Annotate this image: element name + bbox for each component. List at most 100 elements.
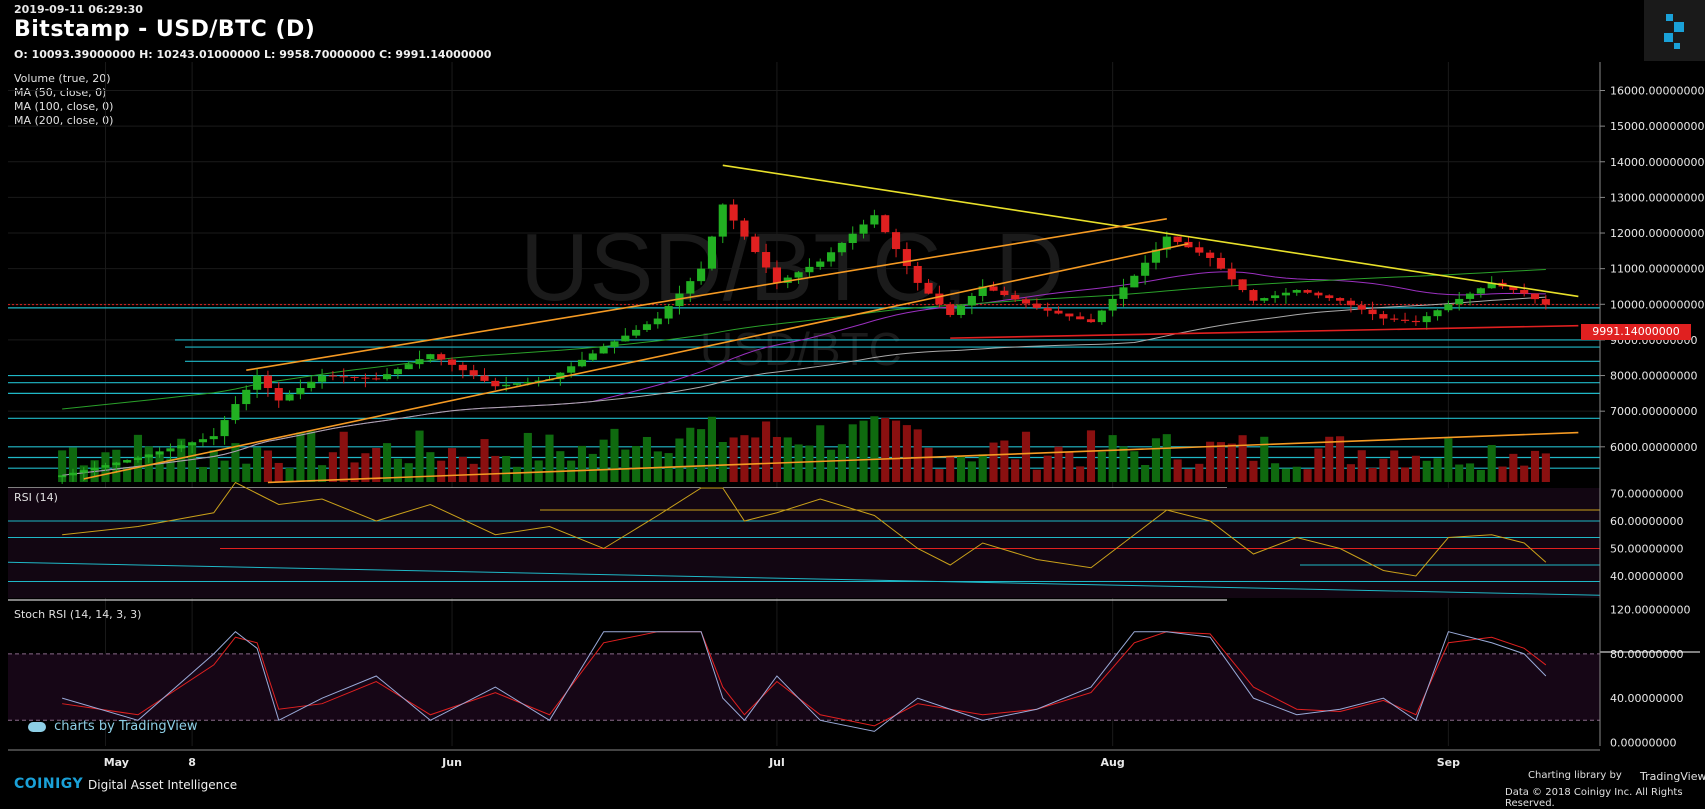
volume-bar	[718, 442, 727, 482]
volume-bar	[740, 435, 749, 482]
volume-bar	[437, 460, 446, 482]
candle-body	[188, 442, 197, 446]
tradingview-overlay[interactable]: charts by TradingView	[28, 719, 197, 734]
candle-body	[58, 475, 67, 478]
volume-bar	[881, 417, 890, 482]
candle-body	[1227, 268, 1236, 280]
rsi-pane: 70.00000000 60.00000000 50.00000000 40.0000…	[7, 481, 1683, 601]
stoch-tick-label: 0.00000000	[1610, 736, 1676, 749]
volume-bar	[621, 449, 630, 482]
volume-bar	[1476, 469, 1485, 482]
candle-body	[1260, 298, 1269, 301]
volume-bar	[1390, 450, 1399, 482]
stoch-label[interactable]: Stoch RSI (14, 14, 3, 3)	[14, 608, 142, 621]
volume-bar	[827, 449, 836, 482]
volume-bar	[469, 463, 478, 482]
candle-body	[1011, 295, 1020, 300]
candles[interactable]	[58, 199, 1550, 484]
candle-body	[1433, 310, 1442, 317]
candle-body	[978, 286, 987, 296]
volume-bar	[382, 443, 392, 482]
volume-bar	[642, 436, 652, 482]
volume-bar	[404, 463, 413, 482]
candle-body	[253, 375, 262, 390]
candle-body	[1162, 236, 1171, 250]
indicator-ma200-label[interactable]: MA (200, close, 0)	[14, 114, 114, 127]
volume-bar	[1401, 467, 1410, 482]
candle-body	[1086, 319, 1096, 323]
coinigy-logo-icon[interactable]	[1644, 0, 1705, 61]
support-red-line	[950, 324, 1579, 339]
candle-body	[523, 381, 532, 384]
candle-body	[924, 282, 933, 294]
candle-body	[707, 236, 717, 269]
tradingview-link[interactable]: TradingView	[1640, 770, 1705, 783]
candle-body	[437, 354, 446, 360]
indicator-ma100-label[interactable]: MA (100, close, 0)	[14, 100, 114, 113]
volume-bar	[253, 447, 262, 482]
volume-bar	[361, 453, 370, 482]
volume-bar	[491, 455, 500, 482]
rsi-label[interactable]: RSI (14)	[14, 491, 58, 504]
candle-body	[1195, 247, 1204, 253]
candle-body	[1130, 275, 1139, 288]
stoch-tick-label: 40.00000000	[1610, 692, 1683, 705]
volume-bar	[707, 416, 717, 482]
candle-body	[697, 268, 706, 282]
candle-body	[339, 376, 348, 378]
ma100-line	[62, 296, 1546, 476]
volume-bar	[1141, 464, 1150, 482]
volume-bar	[296, 432, 305, 482]
volume-bar	[350, 462, 359, 482]
rising-support-long	[267, 431, 1579, 484]
volume-bar	[339, 431, 348, 482]
candle-body	[642, 324, 652, 330]
volume-bar	[1011, 459, 1020, 482]
time-tick-label: Jul	[768, 756, 785, 769]
volume-bar	[956, 455, 966, 482]
volume-bar	[307, 431, 316, 482]
volume-bar	[1032, 469, 1041, 482]
price-tick-label: 10000.00000000	[1610, 298, 1704, 311]
volume-bar	[902, 425, 911, 482]
trendlines[interactable]	[83, 164, 1579, 484]
candle-body	[372, 378, 381, 380]
volume-bar	[1238, 435, 1247, 482]
candle-body	[891, 232, 901, 250]
tradingview-overlay-text: charts by TradingView	[54, 719, 198, 734]
volume-bar	[1411, 455, 1420, 482]
footer-brand[interactable]: COINIGY	[14, 773, 83, 792]
candle-body	[967, 295, 976, 306]
indicator-ma50-label[interactable]: MA (50, close, 0)	[14, 86, 107, 99]
candle-body	[155, 451, 164, 455]
volume-bar	[1487, 445, 1496, 482]
candle-body	[935, 293, 944, 305]
candle-body	[1119, 287, 1128, 299]
volume-bar	[1021, 431, 1031, 482]
candle-body	[491, 380, 500, 387]
candle-body	[480, 375, 489, 381]
price-tick-label: 16000.00000000	[1610, 85, 1704, 98]
volume-bar	[1184, 469, 1193, 482]
candle-body	[1097, 310, 1106, 323]
volume-bar	[1260, 436, 1269, 482]
indicator-volume-label[interactable]: Volume (true, 20)	[14, 72, 111, 85]
volume-bar	[188, 443, 197, 482]
rsi-tick-label: 40.00000000	[1610, 570, 1683, 583]
volume-bar	[1520, 465, 1529, 482]
candle-body	[328, 375, 337, 377]
candle-body	[1390, 318, 1399, 320]
candle-body	[577, 359, 587, 367]
volume-bar	[274, 462, 283, 482]
candle-body	[567, 366, 576, 373]
candle-body	[653, 318, 662, 325]
volume-bar	[978, 454, 987, 482]
volume-bar	[1541, 453, 1550, 482]
volume-bar	[859, 420, 868, 482]
candle-body	[1541, 299, 1550, 305]
volume-bar	[1043, 455, 1052, 482]
horizontal-levels[interactable]	[8, 304, 1600, 469]
candle-body	[1076, 316, 1085, 320]
candle-body	[1271, 295, 1280, 299]
